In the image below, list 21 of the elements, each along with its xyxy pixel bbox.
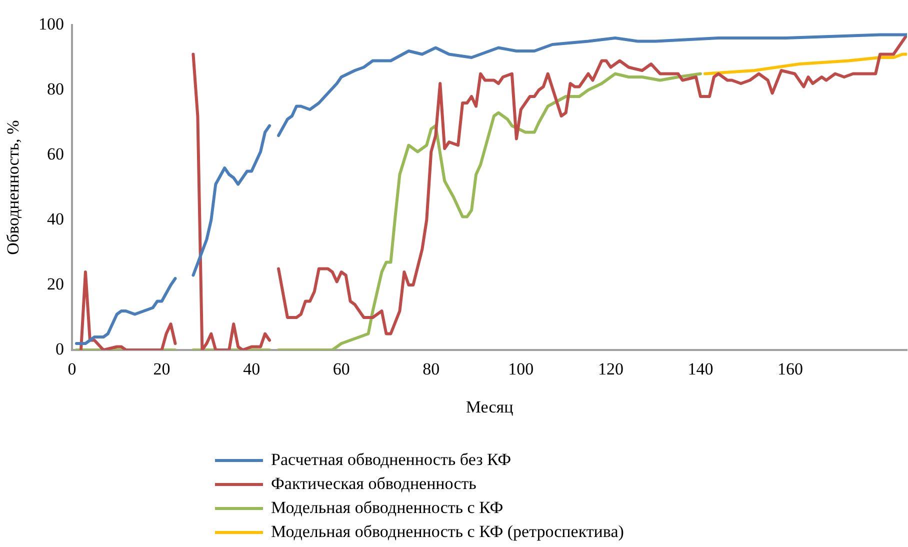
y-tick-label: 100: [38, 14, 64, 34]
legend-label: Расчетная обводненность без КФ: [271, 450, 512, 470]
x-tick-label: 100: [508, 360, 534, 379]
x-tick-label: 60: [332, 360, 350, 379]
y-tick-label: 80: [47, 79, 64, 98]
x-tick-label: 20: [153, 360, 170, 379]
legend-label: Модельная обводненность с КФ: [271, 498, 504, 518]
x-tick-label: 140: [688, 360, 714, 379]
x-axis-title: Месяц: [466, 397, 514, 416]
x-tick-label: 120: [598, 360, 624, 379]
x-tick-label: 40: [243, 360, 260, 379]
y-tick-label: 40: [47, 209, 64, 228]
x-tick-label: 160: [778, 360, 804, 379]
legend-label: Фактическая обводненность: [271, 474, 476, 494]
y-tick-label: 0: [56, 339, 64, 358]
legend-label: Модельная обводненность с КФ (ретроспектива): [271, 522, 624, 542]
x-tick-label: 80: [422, 360, 440, 379]
y-axis-title: Обводненность, %: [4, 120, 23, 255]
y-tick-label: 20: [47, 274, 64, 294]
y-tick-label: 60: [47, 144, 64, 164]
x-tick-label: 0: [68, 360, 76, 379]
